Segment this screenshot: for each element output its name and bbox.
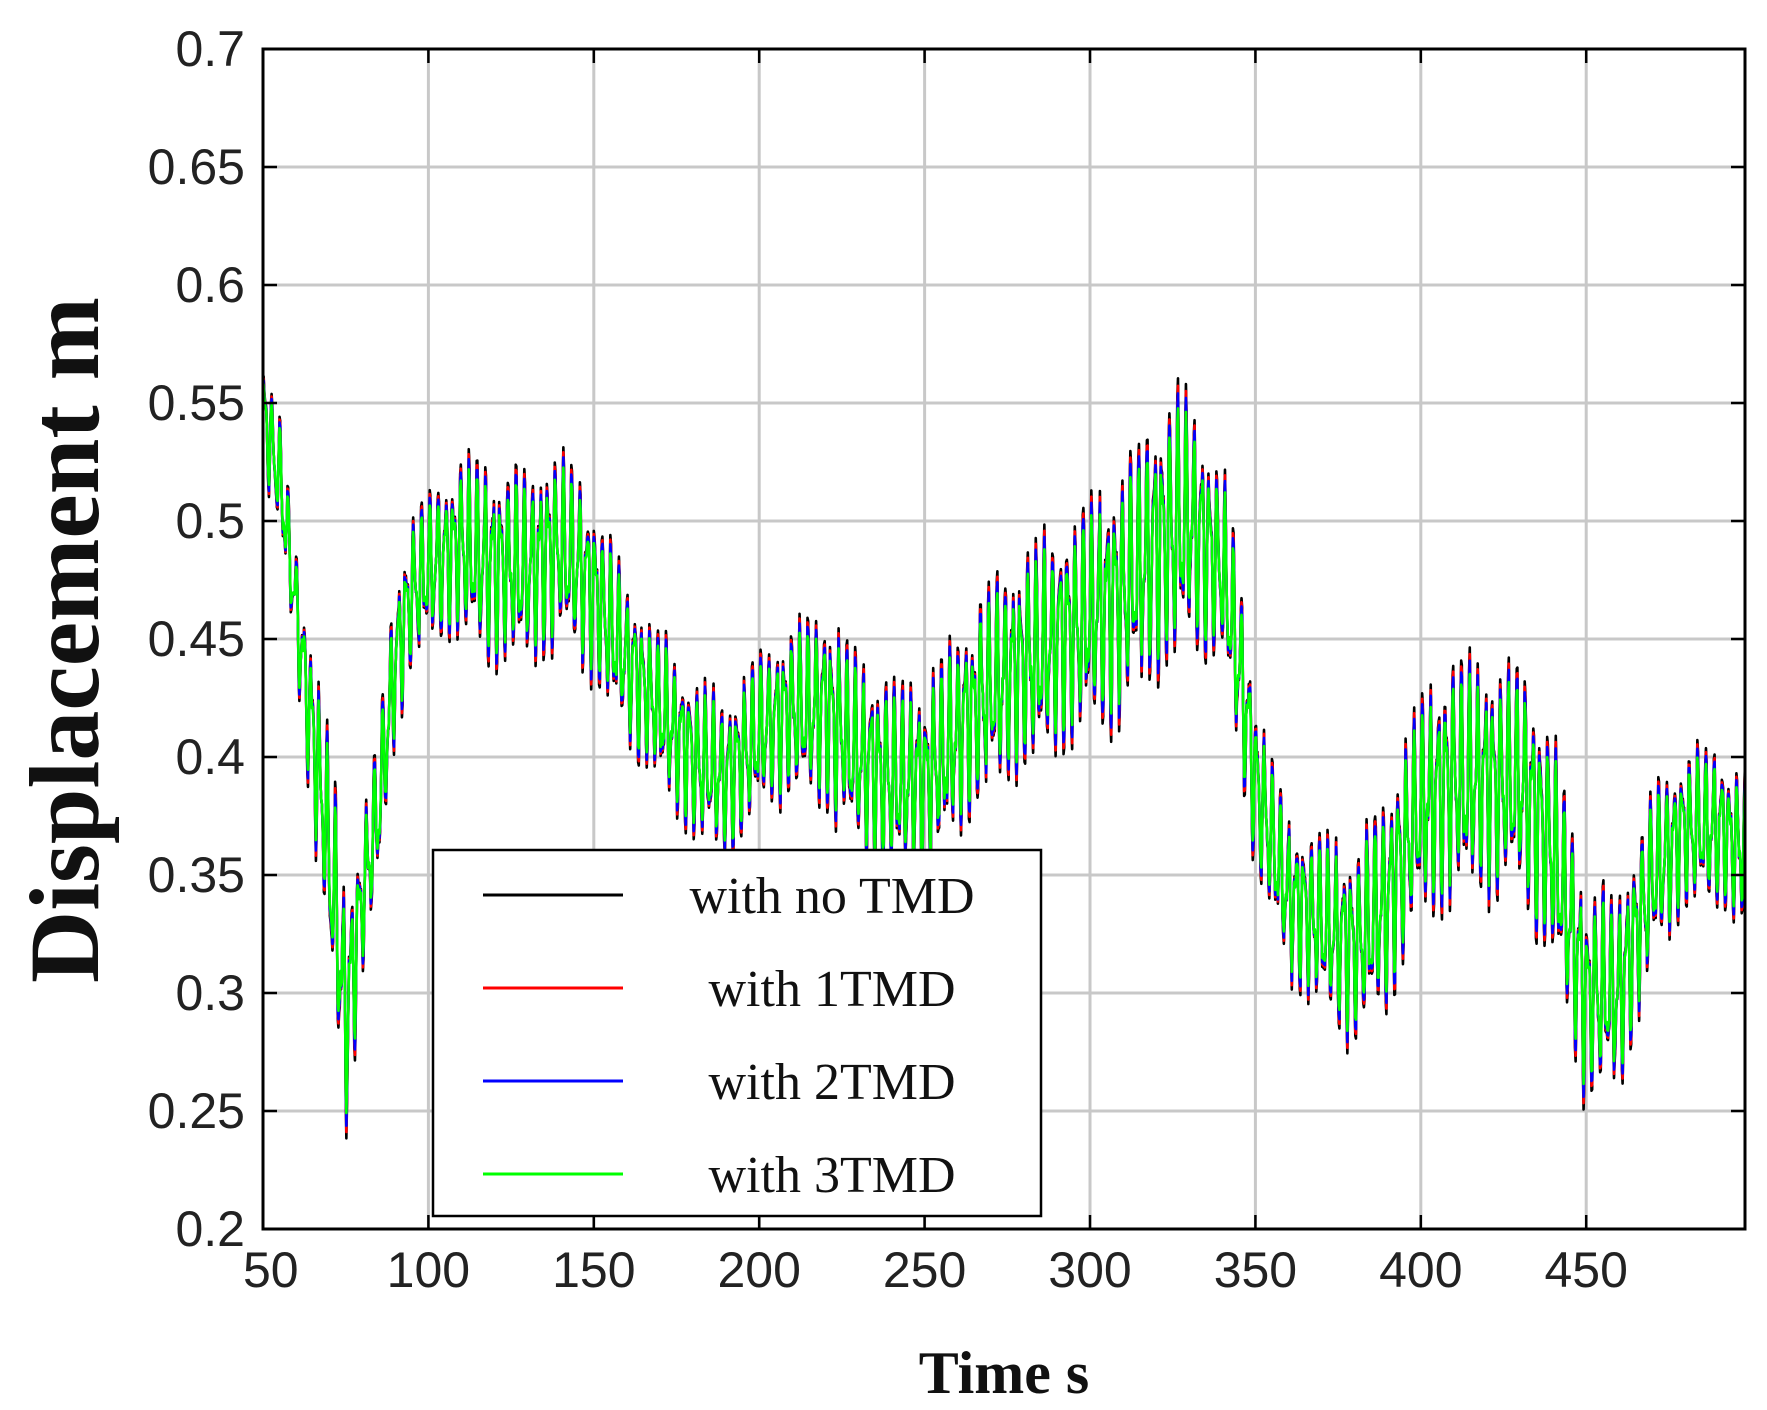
x-tick-label: 50 <box>243 1242 299 1298</box>
legend-label: with 3TMD <box>709 1147 956 1204</box>
x-axis-label: Time s <box>919 1340 1090 1406</box>
x-tick-label: 100 <box>387 1242 470 1298</box>
legend-box <box>431 848 1043 1218</box>
y-tick-label: 0.45 <box>148 611 245 667</box>
x-tick-label: 300 <box>1048 1242 1131 1298</box>
x-tick-label: 400 <box>1379 1242 1462 1298</box>
x-tick-label: 150 <box>552 1242 635 1298</box>
x-tick-label: 350 <box>1214 1242 1297 1298</box>
y-tick-label: 0.25 <box>148 1083 245 1139</box>
y-axis-label: Displacement m <box>9 297 120 983</box>
legend-items: with no TMD with 1TMD with 2TMD with 3TMD <box>483 868 975 1204</box>
series-line-with-3tmd <box>261 382 1747 1115</box>
y-tick-label: 0.55 <box>148 375 245 431</box>
y-tick-label: 0.2 <box>175 1201 245 1257</box>
y-tick-label: 0.6 <box>175 257 245 313</box>
x-tick-label: 200 <box>717 1242 800 1298</box>
x-tick-labels: 50 100 150 200 250 300 350 400 450 <box>243 49 1628 1298</box>
y-tick-labels: 0.2 0.25 0.3 0.35 0.4 0.45 0.5 0.55 0.6 0.65 0.7 <box>148 21 1745 1257</box>
legend-label: with no TMD <box>689 868 974 925</box>
legend-label: with 2TMD <box>709 1054 956 1111</box>
y-tick-label: 0.3 <box>175 965 245 1021</box>
y-tick-label: 0.4 <box>175 729 245 785</box>
plot-series <box>261 374 1747 1140</box>
y-tick-label: 0.5 <box>175 493 245 549</box>
y-tick-label: 0.35 <box>148 847 245 903</box>
legend-label: with 1TMD <box>709 961 956 1018</box>
y-tick-label: 0.65 <box>148 139 245 195</box>
legend: with no TMD with 1TMD with 2TMD with 3TMD <box>431 848 1043 1218</box>
x-tick-label: 250 <box>883 1242 966 1298</box>
x-tick-label: 450 <box>1544 1242 1627 1298</box>
y-tick-label: 0.7 <box>175 21 245 77</box>
